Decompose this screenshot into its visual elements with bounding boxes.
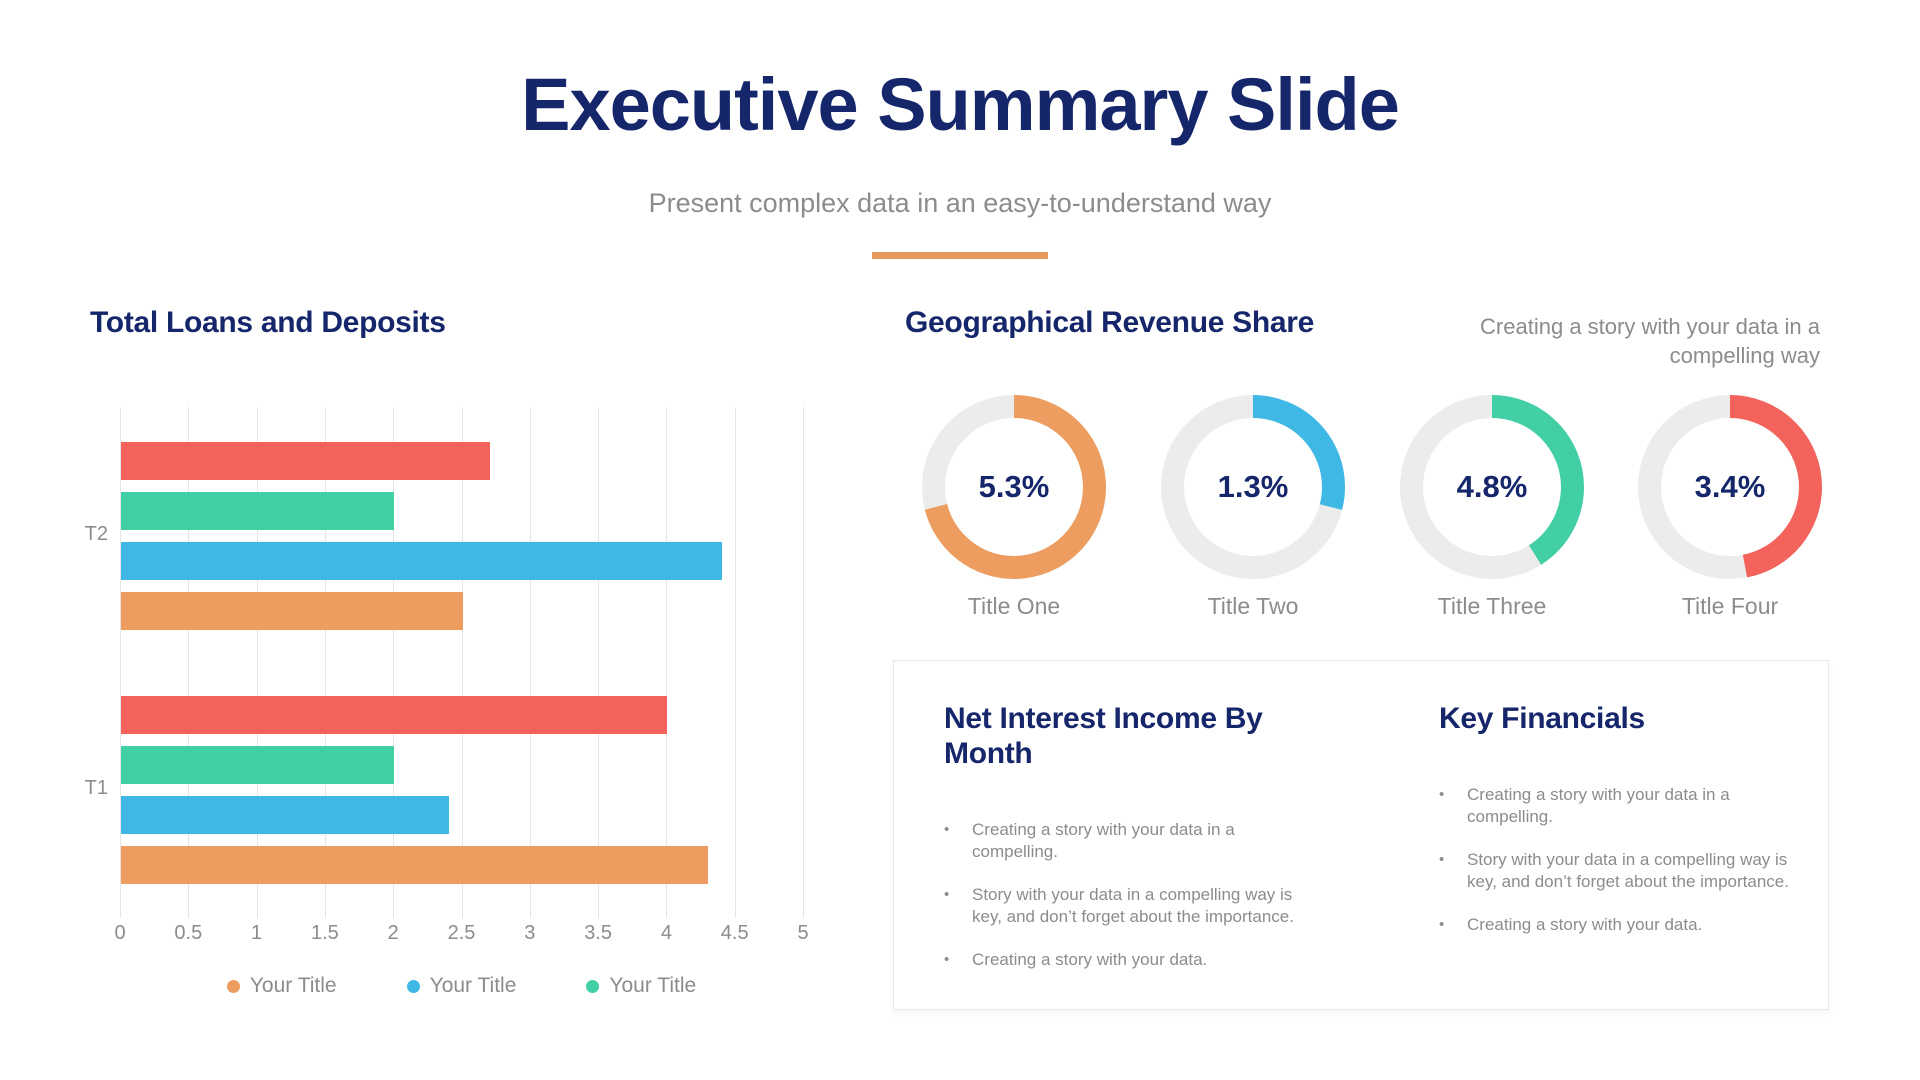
bullet-item: • Story with your data in a compelling wa… — [1439, 849, 1829, 893]
donut-chart-4: 3.4% — [1638, 395, 1822, 579]
bullet-item: • Creating a story with your data in a co… — [1439, 784, 1829, 828]
x-tick-label: 2 — [387, 922, 399, 944]
x-tick-label: 1 — [251, 922, 263, 944]
bullet-dot-icon: • — [1439, 916, 1445, 933]
panel-column-2: Key Financials • Creating a story with you… — [1439, 701, 1829, 957]
donut-chart-2: 1.3% — [1161, 395, 1345, 579]
bar-chart-plot — [120, 407, 804, 918]
accent-divider — [872, 252, 1048, 259]
bar-T1-series2 — [121, 746, 395, 784]
bullet-dot-icon: • — [1439, 851, 1445, 868]
bullet-text: Story with your data in a compelling way… — [972, 885, 1294, 926]
page-subtitle: Present complex data in an easy-to-under… — [648, 188, 1272, 218]
bar-T2-series4 — [121, 592, 463, 630]
legend-dot-icon — [406, 979, 420, 993]
donut-caption: Title Four — [1681, 593, 1779, 619]
summary-panel: Net Interest Income By Month • Creating a … — [893, 660, 1829, 1010]
bullet-item: • Creating a story with your data in a co… — [944, 819, 1334, 863]
legend-label: Your Title — [429, 974, 517, 997]
gridline — [598, 407, 600, 918]
x-tick-label: 5 — [797, 922, 809, 944]
bullet-item: • Creating a story with your data. — [944, 949, 1334, 971]
donut-section-title: Geographical Revenue Share — [905, 306, 1315, 339]
donut-chart-3: 4.8% — [1400, 395, 1584, 579]
gridline — [324, 407, 326, 918]
legend-item: Your Title — [226, 974, 337, 998]
bullet-text: Creating a story with your data. — [1467, 915, 1703, 934]
gridline — [393, 407, 395, 918]
donut-value-label: 5.3% — [978, 469, 1050, 504]
bullet-dot-icon: • — [1439, 786, 1445, 803]
bullet-item: • Story with your data in a compelling wa… — [944, 884, 1334, 928]
gridline — [120, 407, 121, 918]
bar-T1-series4 — [121, 846, 709, 884]
donut-caption: Title One — [967, 593, 1061, 619]
x-tick-label: 2.5 — [447, 922, 476, 944]
legend-dot-icon — [586, 979, 600, 993]
side-note: Creating a story with your data in a com… — [1480, 314, 1820, 368]
bar-T2-series2 — [121, 492, 395, 530]
donut-caption: Title Two — [1207, 593, 1299, 619]
legend-label: Your Title — [249, 974, 337, 997]
panel-column-1: Net Interest Income By Month • Creating a … — [944, 701, 1334, 992]
legend-label: Your Title — [609, 974, 697, 997]
category-label-T1: T1 — [84, 777, 108, 799]
gridline — [666, 407, 668, 918]
legend-item: Your Title — [406, 974, 517, 998]
x-tick-label: 1.5 — [310, 922, 339, 944]
bullet-dot-icon: • — [944, 821, 950, 838]
gridline — [529, 407, 531, 918]
bullet-text: Story with your data in a compelling way… — [1467, 850, 1789, 891]
bar-T1-series3 — [121, 796, 449, 834]
donut-value-label: 4.8% — [1456, 469, 1528, 504]
gridline — [256, 407, 258, 918]
gridline — [461, 407, 463, 918]
bullet-dot-icon: • — [944, 886, 950, 903]
x-tick-label: 0.5 — [174, 922, 203, 944]
gridline — [188, 407, 190, 918]
x-tick-label: 0 — [114, 922, 126, 944]
bar-chart-legend: Your Title Your Title Your Title — [120, 974, 803, 998]
panel-heading: Key Financials — [1439, 702, 1645, 735]
category-label-T2: T2 — [84, 523, 108, 545]
donut-caption: Title Three — [1437, 593, 1547, 619]
gridline — [803, 407, 804, 918]
gridline — [734, 407, 736, 918]
x-tick-label: 3.5 — [584, 922, 612, 944]
page-title: Executive Summary Slide — [521, 63, 1400, 146]
donut-value-label: 1.3% — [1217, 469, 1289, 504]
donut-value-label: 3.4% — [1694, 469, 1766, 504]
bar-T1-series1 — [121, 696, 668, 734]
x-tick-label: 4 — [660, 922, 672, 944]
bullet-text: Creating a story with your data in a com… — [1467, 785, 1730, 826]
donut-chart-1: 5.3% — [922, 395, 1106, 579]
bullet-list: • Creating a story with your data in a co… — [944, 819, 1334, 971]
x-tick-label: 4.5 — [720, 922, 749, 944]
bullet-item: • Creating a story with your data. — [1439, 914, 1829, 936]
legend-item: Your Title — [586, 974, 696, 998]
bullet-text: Creating a story with your data in a com… — [972, 820, 1235, 861]
bullet-list: • Creating a story with your data in a co… — [1439, 784, 1829, 936]
panel-heading: Net Interest Income By Month — [944, 702, 1263, 770]
bullet-text: Creating a story with your data. — [972, 950, 1208, 969]
bar-chart-title: Total Loans and Deposits — [90, 306, 446, 339]
bar-T2-series1 — [121, 442, 490, 480]
x-tick-label: 3 — [524, 922, 536, 944]
legend-dot-icon — [226, 979, 240, 993]
bullet-dot-icon: • — [944, 951, 950, 968]
bar-T2-series3 — [121, 542, 723, 580]
